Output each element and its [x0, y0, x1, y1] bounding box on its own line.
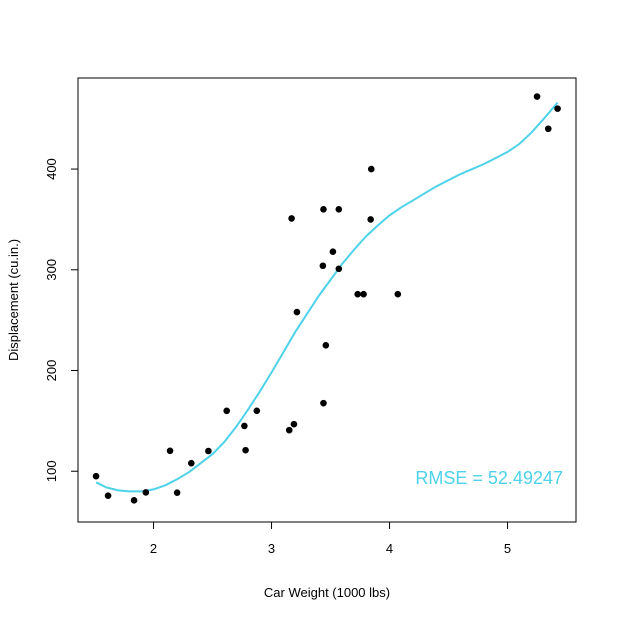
- data-point: [554, 105, 561, 112]
- y-tick-label: 200: [44, 360, 59, 382]
- plot-frame: [77, 77, 577, 523]
- data-point: [242, 446, 249, 454]
- fit-line: [95, 101, 559, 493]
- data-point: [319, 262, 327, 270]
- data-point: [367, 216, 374, 223]
- data-point: [173, 489, 181, 496]
- data-point: [320, 206, 327, 213]
- data-point: [166, 447, 174, 455]
- data-point: [142, 489, 150, 496]
- x-axis-label: Car Weight (1000 lbs): [264, 585, 390, 600]
- x-tick-label: 5: [504, 541, 511, 556]
- x-tick-label: 2: [150, 541, 157, 556]
- y-axis: 100 200 300 400: [44, 158, 79, 482]
- x-tick-label: 4: [386, 541, 393, 556]
- rmse-annotation: RMSE = 52.49247: [415, 468, 563, 488]
- y-tick-label: 400: [44, 158, 59, 180]
- data-point: [293, 308, 301, 316]
- data-point: [320, 399, 327, 407]
- data-point: [290, 420, 298, 428]
- data-point: [335, 206, 343, 213]
- x-tick-label: 3: [268, 541, 275, 556]
- data-point: [533, 93, 541, 100]
- data-point: [335, 265, 343, 273]
- data-point: [322, 342, 330, 349]
- data-point: [92, 472, 100, 480]
- data-point: [205, 447, 212, 455]
- data-point: [223, 407, 230, 415]
- data-point: [104, 492, 112, 500]
- data-point: [241, 422, 248, 430]
- data-point: [130, 497, 138, 504]
- data-point: [288, 215, 295, 222]
- x-axis: 2 3 4 5: [150, 521, 511, 556]
- data-point: [285, 426, 293, 434]
- y-tick-label: 100: [44, 460, 59, 482]
- data-point: [354, 290, 361, 298]
- data-points: [92, 93, 561, 504]
- y-axis-label: Displacement (cu.in.): [6, 239, 21, 361]
- data-point: [329, 248, 337, 255]
- data-point: [367, 165, 375, 173]
- y-tick-label: 300: [44, 259, 59, 281]
- data-point: [394, 290, 402, 298]
- data-point: [253, 407, 261, 415]
- data-point: [544, 125, 552, 133]
- data-point: [360, 290, 367, 298]
- data-point: [187, 459, 195, 467]
